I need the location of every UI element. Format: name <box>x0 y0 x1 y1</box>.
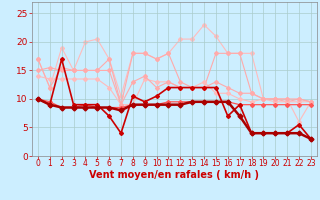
X-axis label: Vent moyen/en rafales ( km/h ): Vent moyen/en rafales ( km/h ) <box>89 170 260 180</box>
